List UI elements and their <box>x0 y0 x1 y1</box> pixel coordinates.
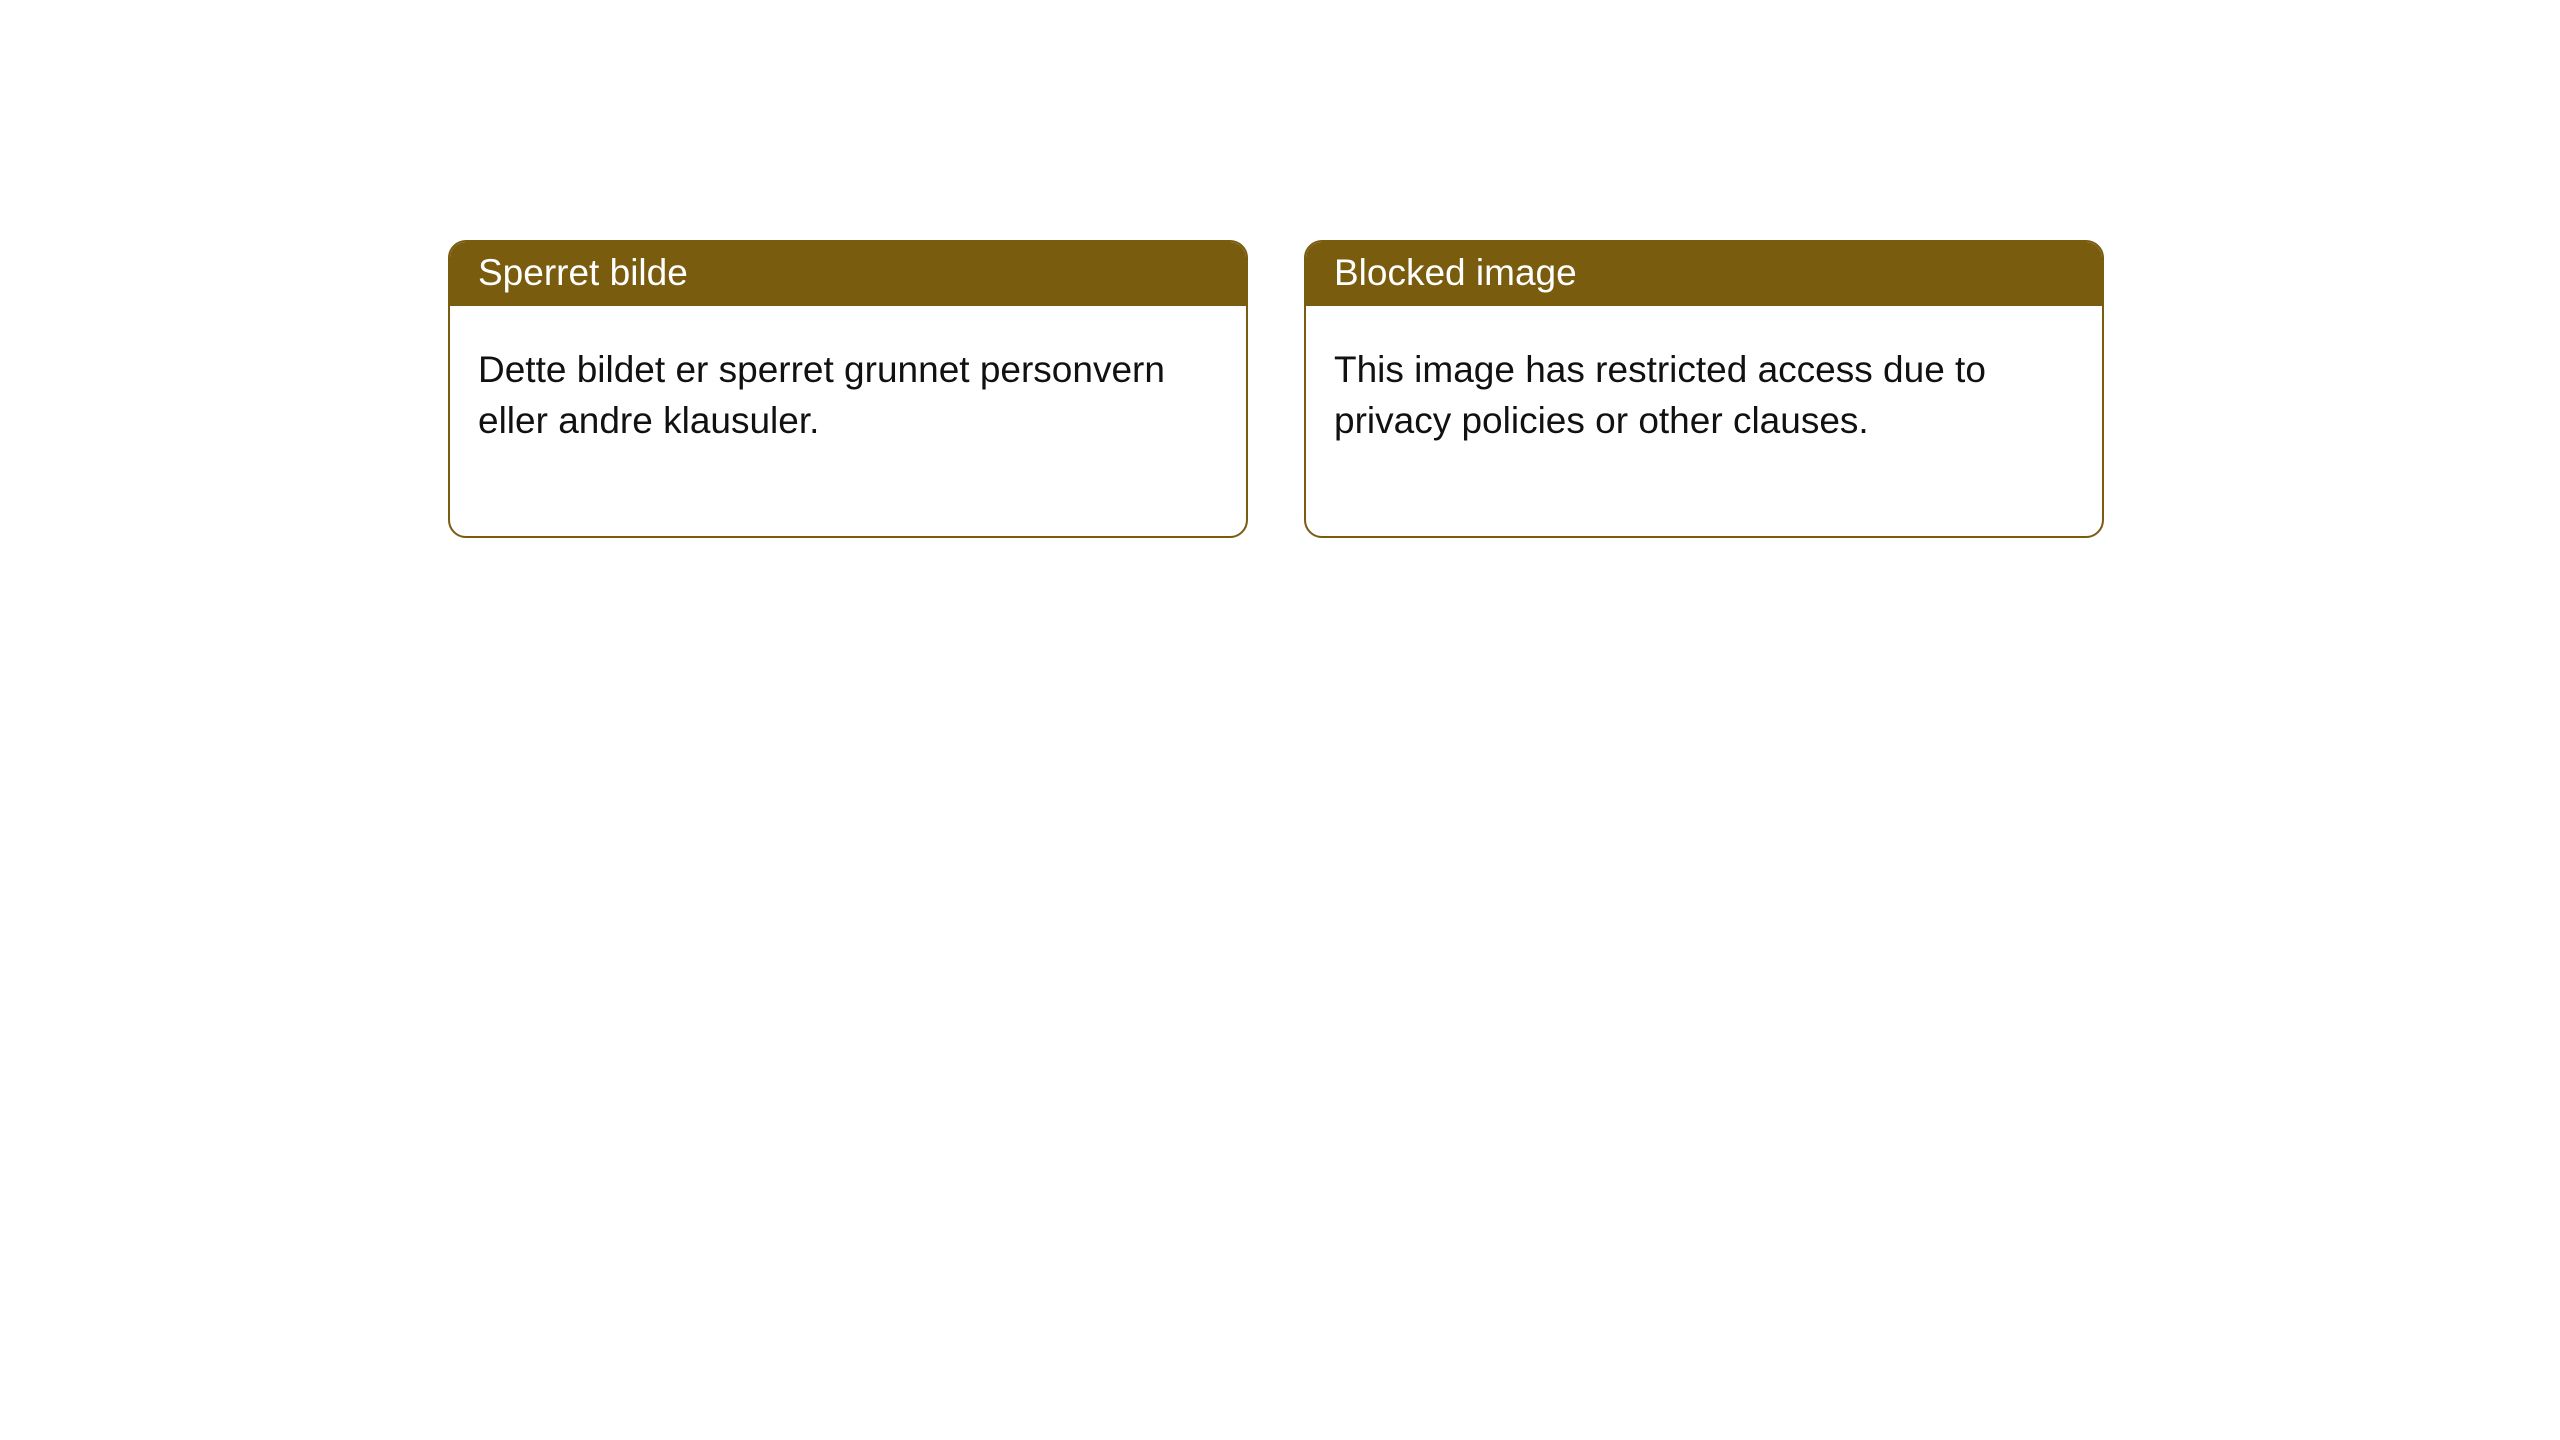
notice-box-english: Blocked image This image has restricted … <box>1304 240 2104 538</box>
notice-container: Sperret bilde Dette bildet er sperret gr… <box>448 240 2104 538</box>
notice-body: This image has restricted access due to … <box>1306 306 2102 536</box>
notice-header: Blocked image <box>1306 242 2102 306</box>
notice-header: Sperret bilde <box>450 242 1246 306</box>
notice-body: Dette bildet er sperret grunnet personve… <box>450 306 1246 536</box>
notice-box-norwegian: Sperret bilde Dette bildet er sperret gr… <box>448 240 1248 538</box>
